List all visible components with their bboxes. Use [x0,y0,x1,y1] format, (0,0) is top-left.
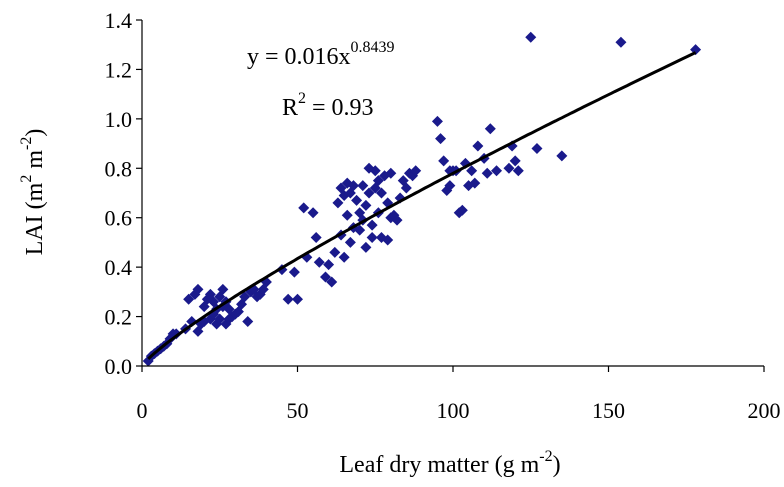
data-point [292,293,303,305]
data-point [341,209,353,221]
data-point [481,167,493,179]
data-point [338,251,350,263]
data-point [282,293,294,305]
data-point [369,165,381,177]
x-tick-label: 200 [748,398,781,423]
data-point [363,187,375,199]
data-point [239,291,251,303]
data-point [192,283,204,295]
data-point [360,241,372,253]
data-point [382,234,394,246]
data-point [183,293,195,305]
data-point [391,214,403,226]
y-axis-ticks: 0.0 0.2 0.4 0.6 0.8 1.0 1.2 1.4 [105,8,142,379]
data-point [366,231,378,243]
y-tick-label: 0.2 [105,305,133,330]
data-point [466,165,478,177]
data-point [410,165,422,177]
data-points [142,31,702,367]
data-point [469,177,481,189]
x-tick-label: 50 [287,398,309,423]
data-point [400,182,412,194]
data-point [385,167,397,179]
data-point [531,143,543,155]
data-point [323,259,335,271]
data-point [503,162,515,174]
data-point [319,271,331,283]
data-point [509,155,521,167]
data-point [506,140,518,152]
data-point [242,316,254,328]
y-tick-label: 0.6 [105,206,133,231]
data-point [375,187,387,199]
data-point [313,256,325,268]
data-point [444,180,456,192]
data-point [615,36,627,48]
data-point [512,165,524,177]
x-tick-label: 0 [137,398,148,423]
x-tick-label: 150 [592,398,625,423]
data-point [347,180,359,192]
trend-equation: y = 0.016x0.8439 [247,39,395,70]
data-point [217,283,229,295]
data-point [484,123,496,135]
data-point [525,31,537,43]
y-tick-label: 1.0 [105,107,133,132]
data-point [310,231,322,243]
data-point [357,180,369,192]
data-point [360,199,372,211]
y-axis-title: LAI (m2 m-2) [18,129,48,256]
data-point [431,115,443,127]
data-point [556,150,568,162]
data-point [438,155,450,167]
data-point [332,197,344,209]
y-tick-label: 1.2 [105,57,133,82]
data-point [366,219,378,231]
y-tick-label: 1.4 [105,8,133,33]
data-point [456,204,468,216]
x-axis-title: Leaf dry matter (g m-2) [339,448,560,478]
data-point [354,224,366,236]
data-point [307,207,319,219]
data-point [472,140,484,152]
power-trendline [147,51,697,360]
x-tick-label: 100 [437,398,470,423]
data-point [214,313,226,325]
data-point [491,165,503,177]
data-point [298,202,310,214]
r-squared-label: R2 = 0.93 [282,90,374,121]
y-tick-label: 0.8 [105,156,133,181]
data-point [326,276,338,288]
data-point [351,194,363,206]
data-point [329,246,341,258]
data-point [288,266,300,278]
data-point [435,133,447,145]
y-tick-label: 0.4 [105,255,133,280]
data-point [372,175,384,187]
y-tick-label: 0.0 [105,354,133,379]
data-point [344,236,356,248]
x-axis-ticks: 0 50 100 150 200 [137,366,781,423]
